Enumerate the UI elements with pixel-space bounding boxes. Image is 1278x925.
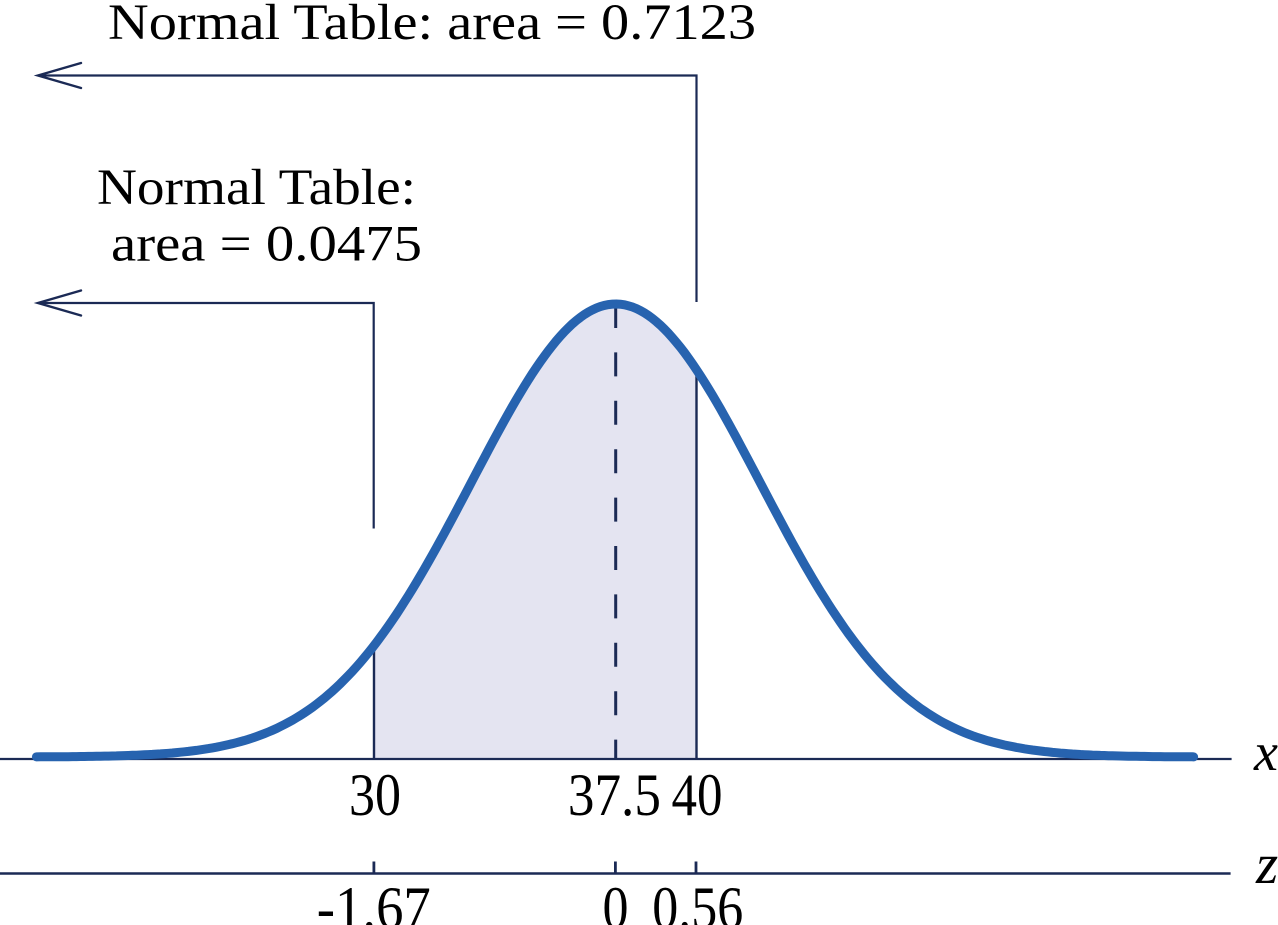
svg-text:z: z	[1255, 833, 1278, 896]
svg-text:0.56: 0.56	[652, 875, 743, 925]
svg-text:40: 40	[672, 762, 723, 828]
svg-text:x: x	[1253, 722, 1278, 782]
svg-text:Normal Table: area = 0.7123: Normal Table: area = 0.7123	[108, 0, 756, 51]
svg-text:30: 30	[349, 762, 401, 828]
svg-text:37.5: 37.5	[568, 762, 661, 828]
svg-text:area = 0.0475: area = 0.0475	[111, 217, 422, 273]
svg-text:0: 0	[603, 875, 629, 925]
svg-text:-1.67: -1.67	[317, 875, 431, 925]
svg-text:Normal Table:: Normal Table:	[97, 160, 416, 216]
